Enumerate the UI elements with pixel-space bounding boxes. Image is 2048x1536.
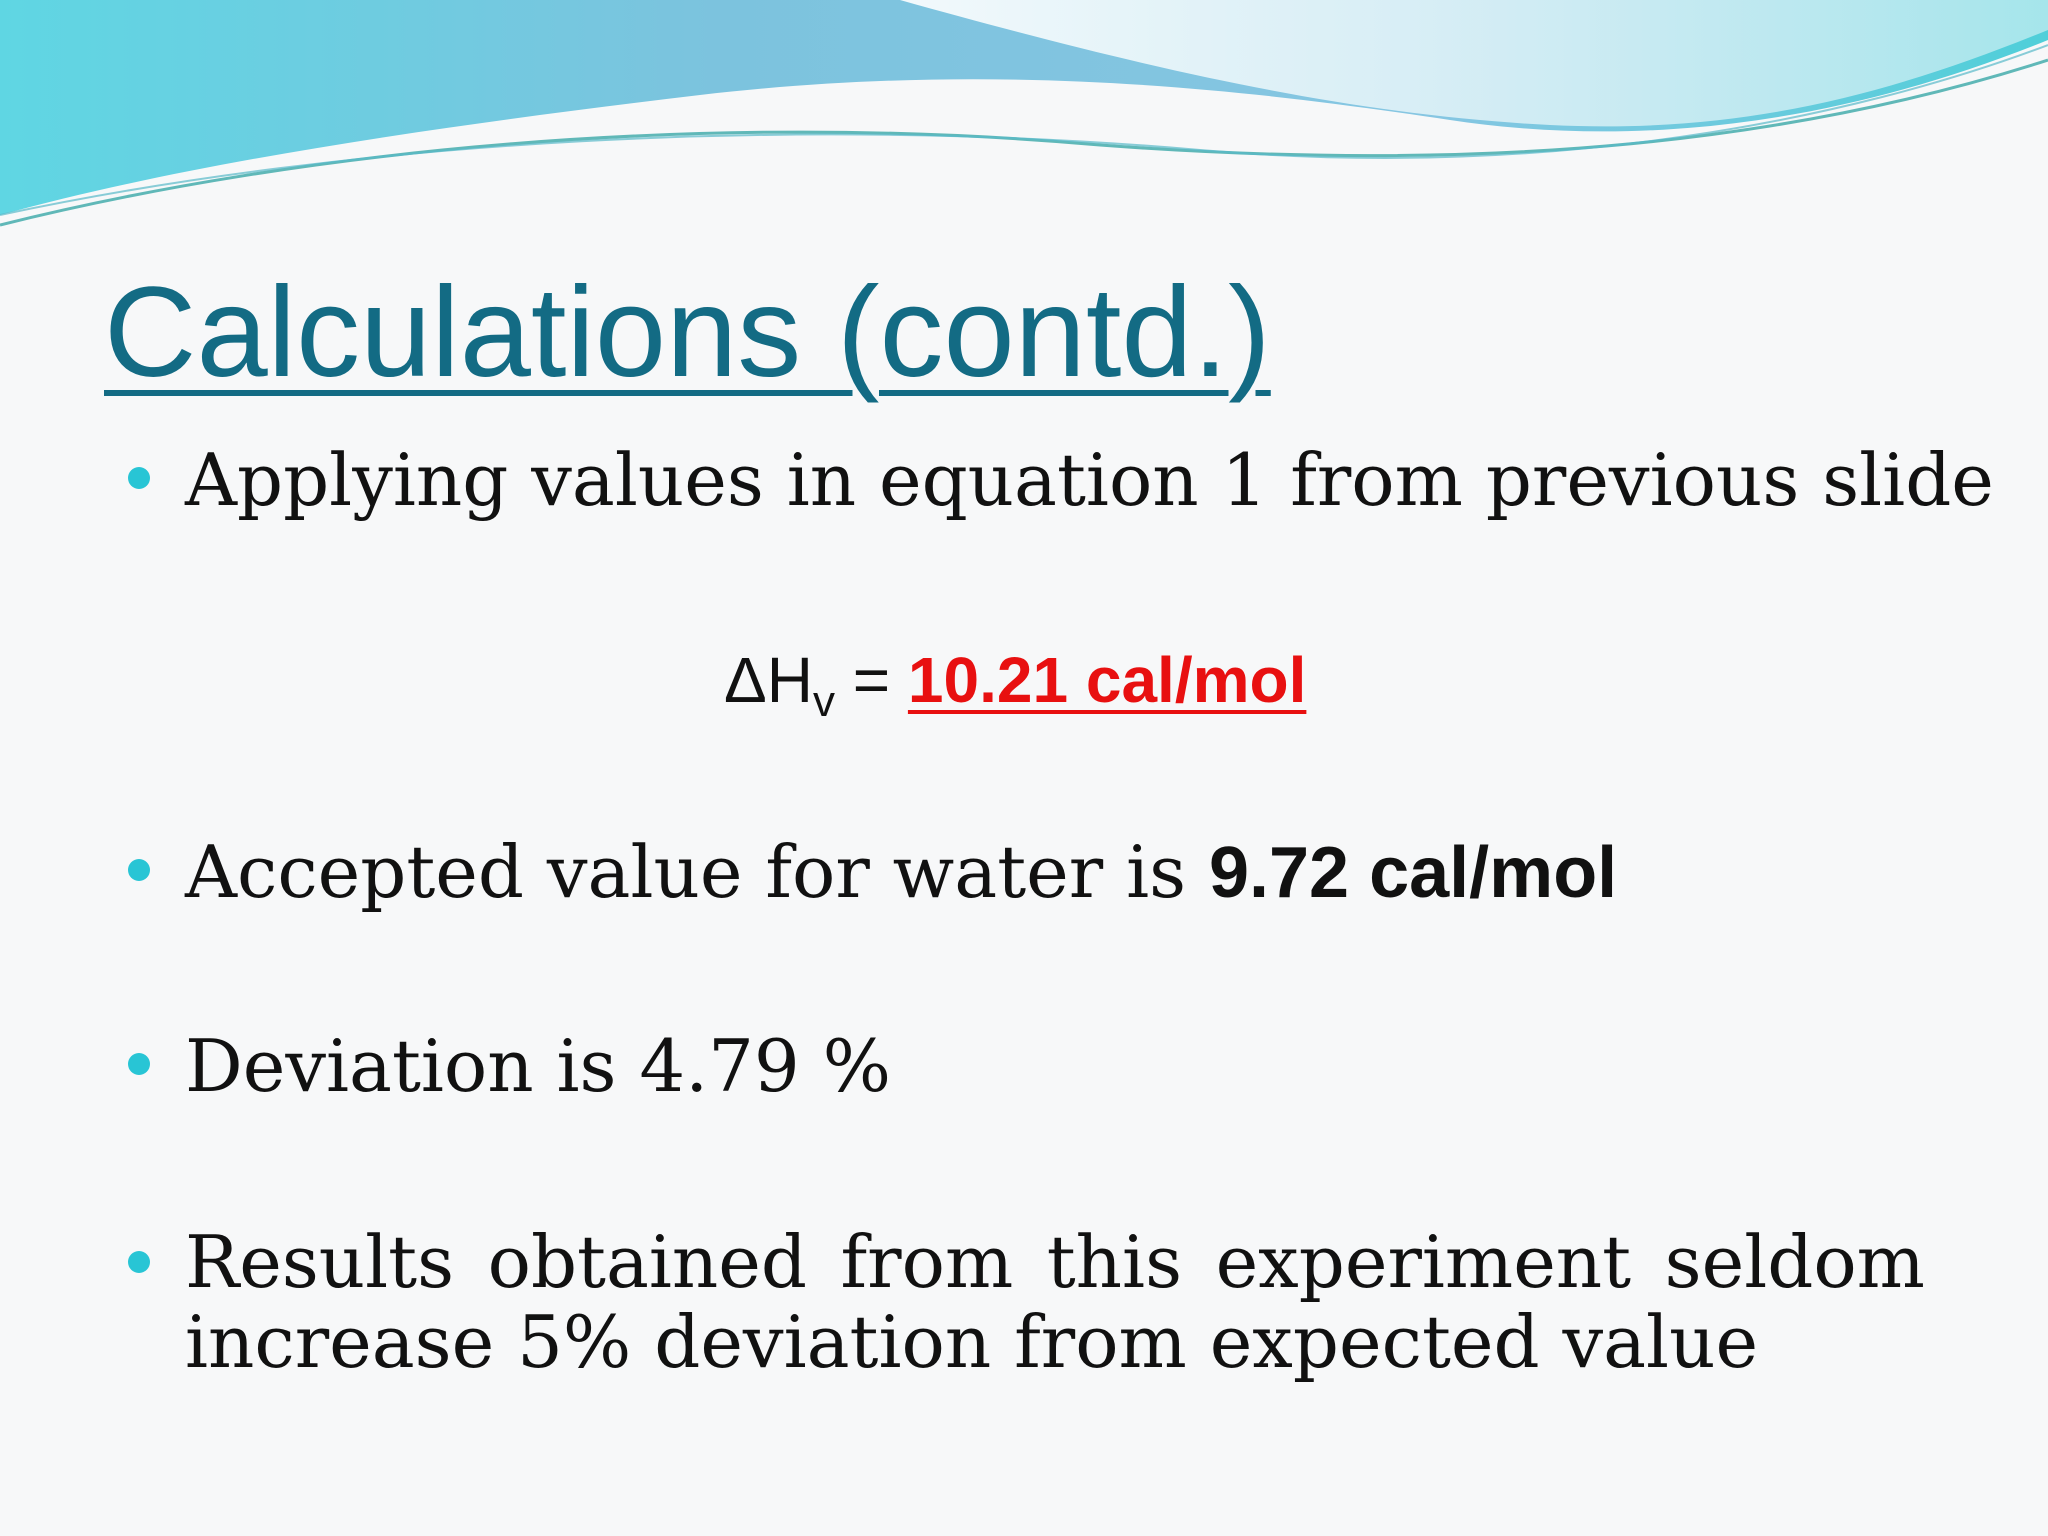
bullet-dot <box>128 467 150 489</box>
bullet-dot <box>128 1251 150 1273</box>
word: Results <box>185 1220 455 1304</box>
word: from <box>840 1220 1014 1304</box>
equation-subscript: v <box>812 677 835 726</box>
bullet-text: Deviation is 4.79 % <box>185 1024 892 1108</box>
bullet-text: Results obtained from this experiment se… <box>185 1222 1925 1382</box>
equation: ΔHv = 10.21 cal/mol <box>724 640 1306 742</box>
bullet-dot <box>128 1053 150 1075</box>
accepted-value: 9.72 cal/mol <box>1208 833 1618 913</box>
equation-equals: = <box>834 644 908 716</box>
bullet-text-line-1: Results obtained from this experiment se… <box>185 1222 1925 1302</box>
bullet-text: Accepted value for water is 9.72 cal/mol <box>185 832 1617 913</box>
equation-result: 10.21 cal/mol <box>907 644 1307 716</box>
word: experiment <box>1215 1220 1632 1304</box>
bullet-text: Applying values in equation 1 from previ… <box>185 438 1994 522</box>
header-wave-decoration <box>0 0 2048 227</box>
bullet-text-line-2: increase 5% deviation from expected valu… <box>185 1300 1759 1384</box>
bullet-dot <box>128 859 150 881</box>
equation-lhs: ΔH <box>724 644 813 716</box>
accepted-value-label: Accepted value for water is <box>185 830 1209 914</box>
word: obtained <box>487 1220 807 1304</box>
slide-title: Calculations (contd.) <box>104 261 1271 404</box>
word: seldom <box>1664 1220 1925 1304</box>
word: this <box>1046 1220 1183 1304</box>
